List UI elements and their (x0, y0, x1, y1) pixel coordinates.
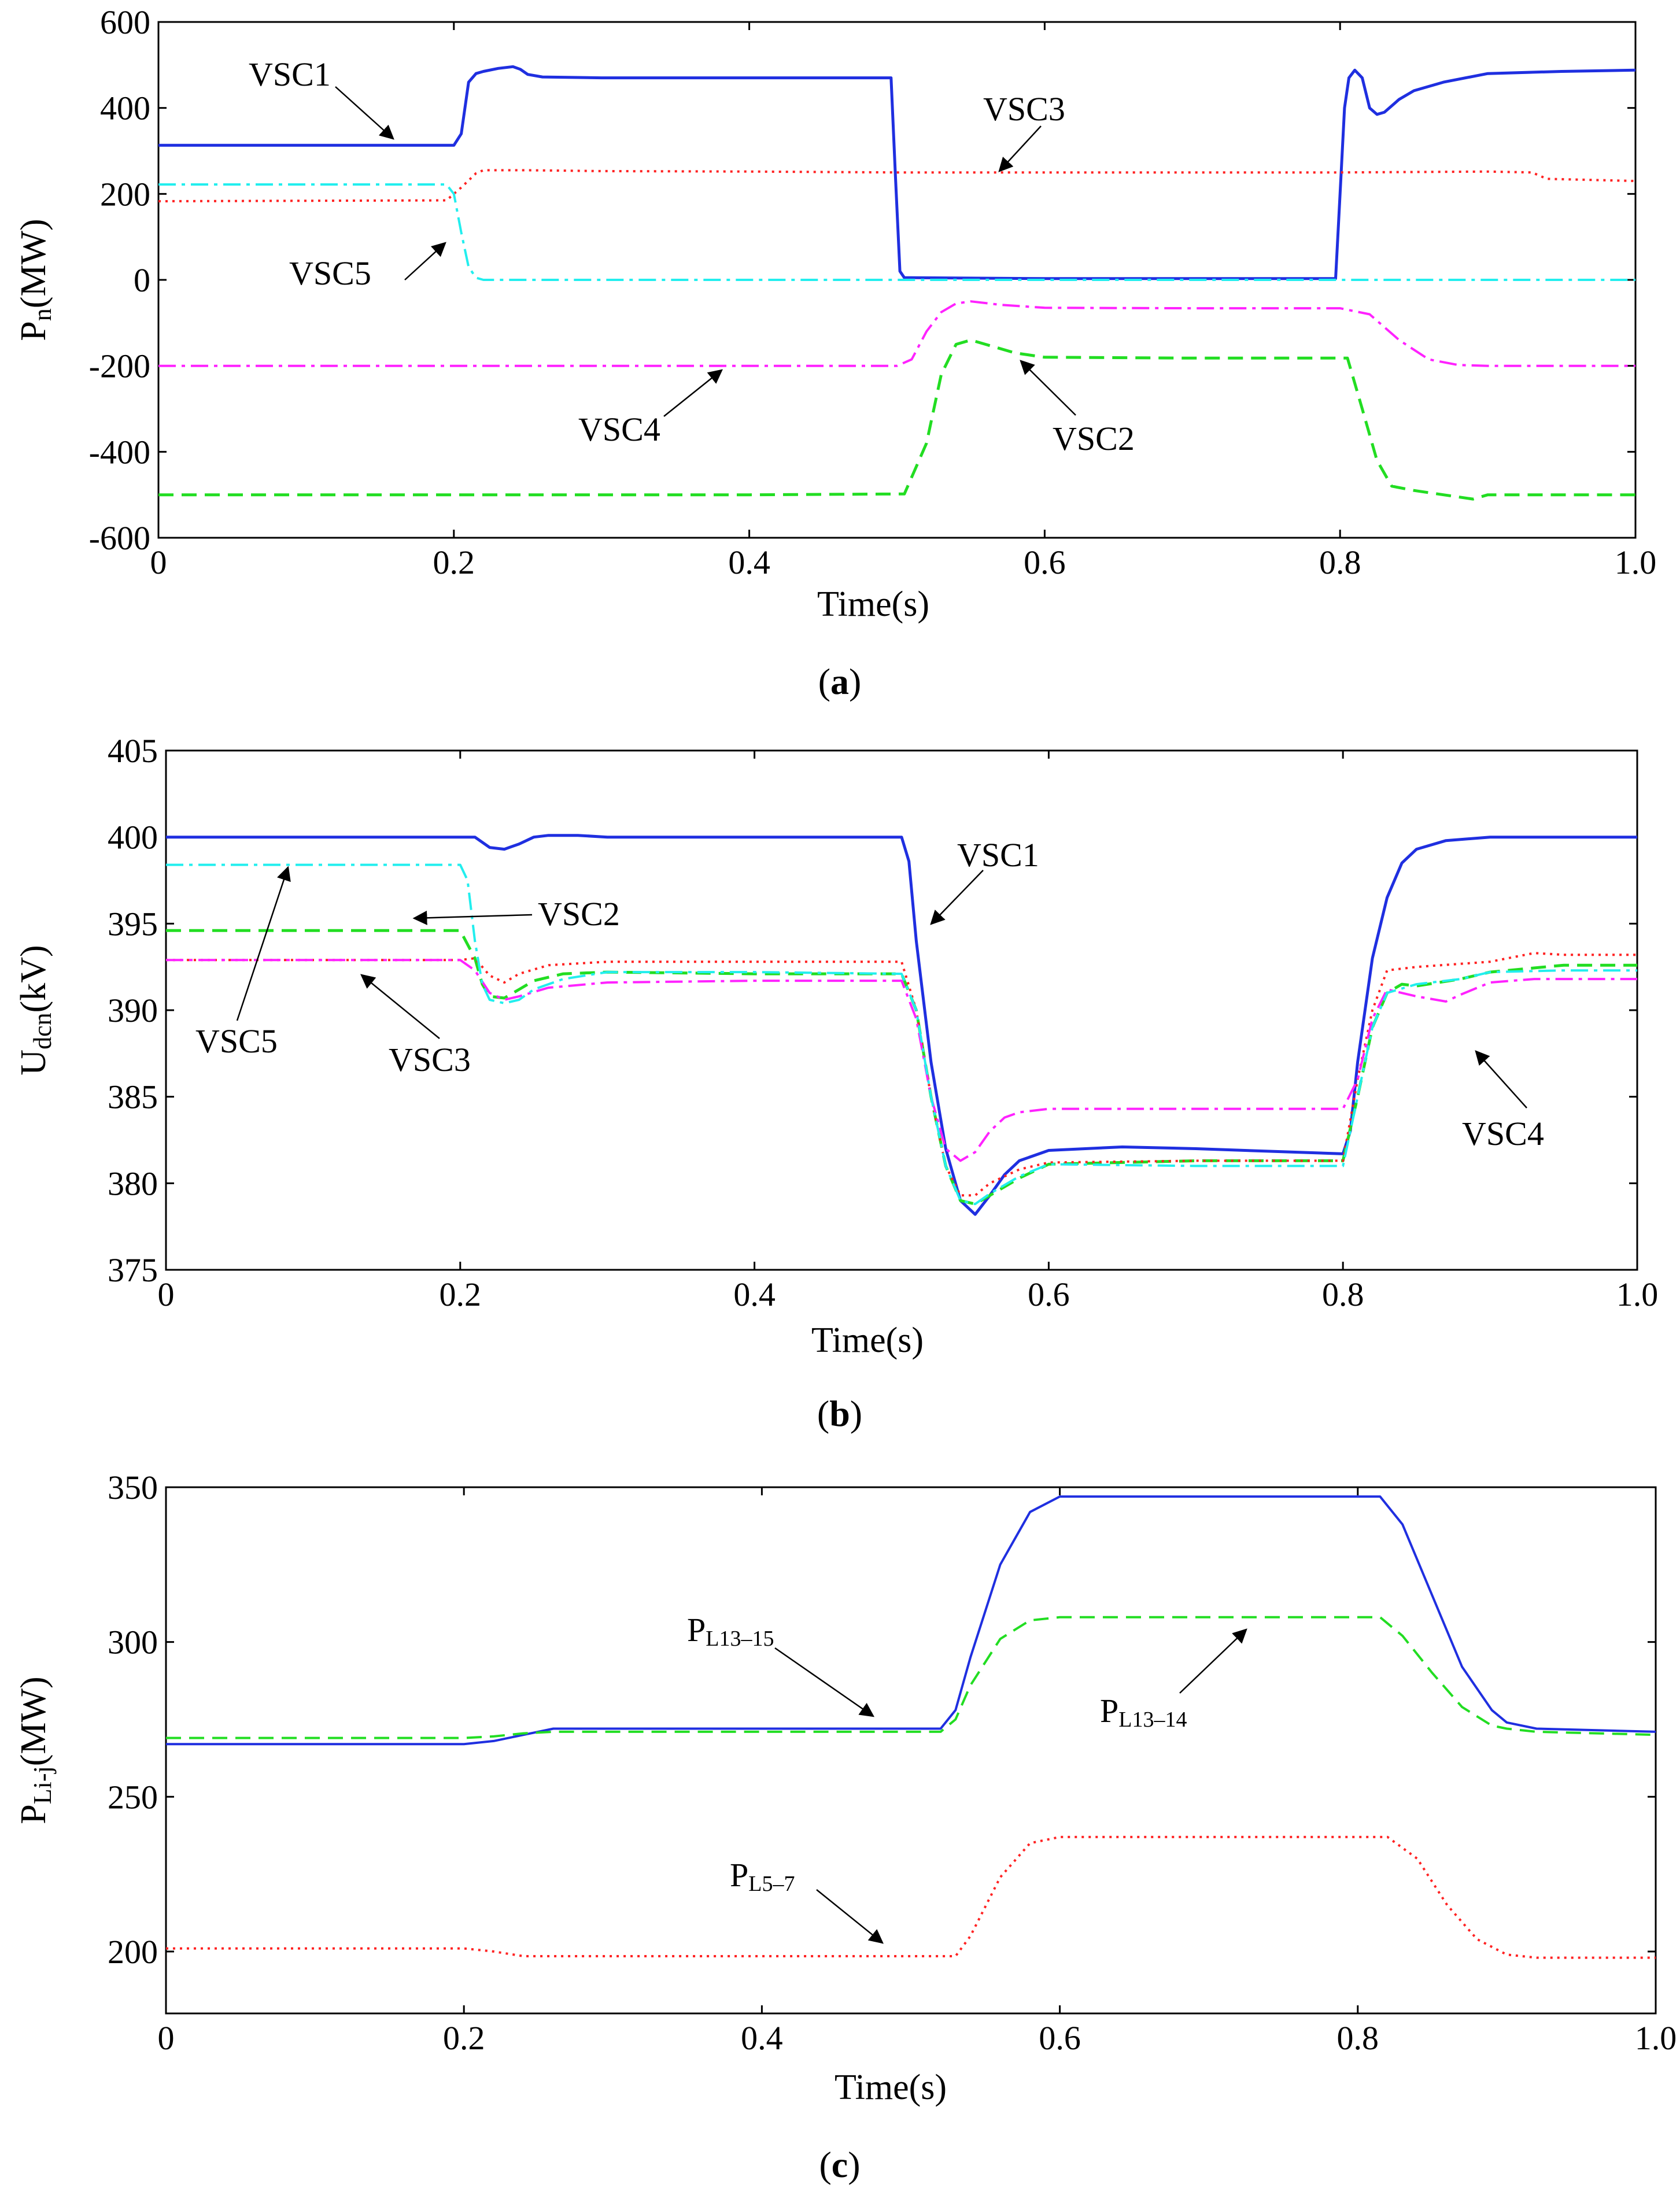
panel-c-xtick-label: 0.8 (1337, 2019, 1379, 2057)
panel-b-ytick-label: 405 (108, 732, 158, 770)
panel-a-xtick-label: 0.4 (728, 544, 770, 581)
annotation-a-vsc3: VSC3 (983, 90, 1065, 128)
panel-b-series-vsc2 (166, 929, 1637, 1206)
panel-a-frame (157, 21, 1637, 539)
panel-a-ylabel: Pn(MW) (14, 219, 57, 341)
panel-b-ytick-label: 395 (108, 905, 158, 943)
panel-b-ytick-label: 375 (108, 1251, 158, 1289)
leader-c-pl5-7 (816, 1889, 884, 1944)
panel-c-ytick-label: 200 (108, 1933, 158, 1971)
panel-c: 0 0.2 0.4 0.6 0.8 1.0 350 300 250 200 Time(s) PLi… (14, 1469, 1677, 2185)
panel-b-frame (165, 749, 1638, 1271)
annotation-c-pl13-14: PL13–14 (1100, 1692, 1187, 1732)
panel-b-series (166, 834, 1637, 1216)
panel-c-series-pl13-15 (166, 1495, 1656, 1746)
panel-a-caption: (a) (818, 661, 862, 702)
panel-b-xlabel: Time(s) (811, 1321, 924, 1360)
panel-b-xtick-label: 1.0 (1616, 1276, 1659, 1313)
leader-c-pl13-15 (774, 1647, 875, 1717)
annotation-c-pl5-7: PL5–7 (730, 1856, 795, 1896)
panel-b-series-vsc3 (166, 952, 1637, 1197)
panel-a-series-vsc4 (158, 300, 1635, 367)
panel-a-ytick-label: 200 (100, 175, 150, 213)
panel-a-ytick-label: 400 (100, 90, 150, 127)
annotation-b-vsc4: VSC4 (1462, 1115, 1544, 1152)
panel-b-ticks: 0 0.2 0.4 0.6 0.8 1.0 405 400 395 390 385 380 375 (108, 732, 1658, 1313)
panel-b-series-vsc5 (166, 863, 1637, 1206)
panel-a-ytick-label: -600 (89, 519, 150, 557)
panel-b-series-vsc1 (166, 834, 1637, 1216)
panel-b-xtick-label: 0.8 (1322, 1276, 1364, 1313)
leader-b-vsc5 (236, 866, 291, 1021)
annotation-b-vsc1: VSC1 (957, 836, 1039, 874)
panel-c-xtick-label: 0.4 (741, 2019, 783, 2057)
panel-c-caption: (c) (819, 2144, 860, 2185)
leader-c-pl13-14 (1179, 1628, 1247, 1694)
panel-b-ytick-label: 380 (108, 1165, 158, 1202)
panel-c-xtick-label: 0.6 (1039, 2019, 1081, 2057)
panel-a-xlabel: Time(s) (817, 585, 929, 624)
panel-b-ytick-label: 390 (108, 992, 158, 1029)
panel-b: 0 0.2 0.4 0.6 0.8 1.0 405 400 395 390 385 380 375 Ti… (14, 732, 1658, 1434)
panel-a-ytick-label: -200 (89, 348, 150, 385)
panel-c-ytick-label: 300 (108, 1624, 158, 1661)
leader-b-vsc2 (412, 910, 533, 925)
panel-c-series-pl13-14 (166, 1616, 1656, 1739)
leader-a-vsc5 (404, 242, 446, 280)
panel-a: 0 0.2 0.4 0.6 0.8 1.0 600 400 200 0 -200 -400 -600 T… (14, 3, 1656, 702)
panel-c-xlabel: Time(s) (835, 2068, 947, 2107)
panel-a-series-vsc1 (158, 65, 1636, 280)
leader-a-vsc2 (1020, 360, 1076, 416)
panel-a-series-vsc2 (158, 338, 1635, 501)
panel-a-xtick-label: 0.2 (433, 544, 475, 581)
annotation-a-vsc1: VSC1 (249, 56, 331, 93)
panel-b-ylabel: Udcn(kV) (14, 945, 57, 1075)
panel-c-xtick-label: 0.2 (443, 2019, 485, 2057)
annotation-a-vsc4: VSC4 (578, 411, 660, 448)
panel-c-series (166, 1495, 1656, 1959)
panel-c-xtick-label: 0 (158, 2019, 175, 2057)
leader-a-vsc1 (335, 86, 394, 140)
annotation-b-vsc2: VSC2 (538, 895, 620, 933)
panel-a-xtick-label: 1.0 (1615, 544, 1657, 581)
panel-a-xtick-label: 0 (150, 544, 167, 581)
panel-c-frame (165, 1486, 1657, 2015)
panel-b-xtick-label: 0 (158, 1276, 175, 1313)
panel-c-ylabel: PLi-j(MW) (14, 1676, 57, 1824)
panel-b-ytick-label: 385 (108, 1078, 158, 1116)
panel-b-xtick-label: 0.6 (1028, 1276, 1070, 1313)
panel-a-xtick-label: 0.8 (1319, 544, 1361, 581)
panel-b-caption: (b) (817, 1393, 862, 1434)
panel-c-ytick-label: 350 (108, 1469, 158, 1506)
leader-b-vsc4 (1475, 1050, 1527, 1108)
panel-a-xtick-label: 0.6 (1024, 544, 1066, 581)
panel-b-xtick-label: 0.2 (440, 1276, 482, 1313)
annotation-a-vsc2: VSC2 (1053, 420, 1135, 457)
leader-a-vsc4 (663, 369, 723, 417)
panel-a-ytick-label: 0 (134, 261, 150, 299)
panel-c-ticks: 0 0.2 0.4 0.6 0.8 1.0 350 300 250 200 (108, 1469, 1677, 2057)
annotation-b-vsc5: VSC5 (195, 1022, 278, 1060)
annotation-b-vsc3: VSC3 (389, 1041, 471, 1078)
panel-a-ytick-label: 600 (100, 3, 150, 41)
panel-a-ytick-label: -400 (89, 433, 150, 471)
panel-c-series-pl5-7 (166, 1835, 1656, 1959)
panel-b-series-vsc4 (166, 959, 1637, 1162)
leader-b-vsc1 (930, 870, 984, 925)
leader-a-vsc3 (998, 125, 1042, 172)
panel-a-ticks: 0 0.2 0.4 0.6 0.8 1.0 600 400 200 0 -200 -400 -600 (89, 3, 1657, 581)
annotation-a-vsc5: VSC5 (289, 254, 371, 292)
leader-b-vsc3 (360, 974, 440, 1039)
panel-a-series-vsc5 (158, 183, 1635, 281)
annotation-c-pl13-15: PL13–15 (687, 1611, 774, 1651)
panel-c-ytick-label: 250 (108, 1778, 158, 1816)
panel-a-series (158, 65, 1636, 501)
panel-b-ytick-label: 400 (108, 819, 158, 856)
panel-b-xtick-label: 0.4 (733, 1276, 776, 1313)
panel-c-xtick-label: 1.0 (1635, 2019, 1677, 2057)
